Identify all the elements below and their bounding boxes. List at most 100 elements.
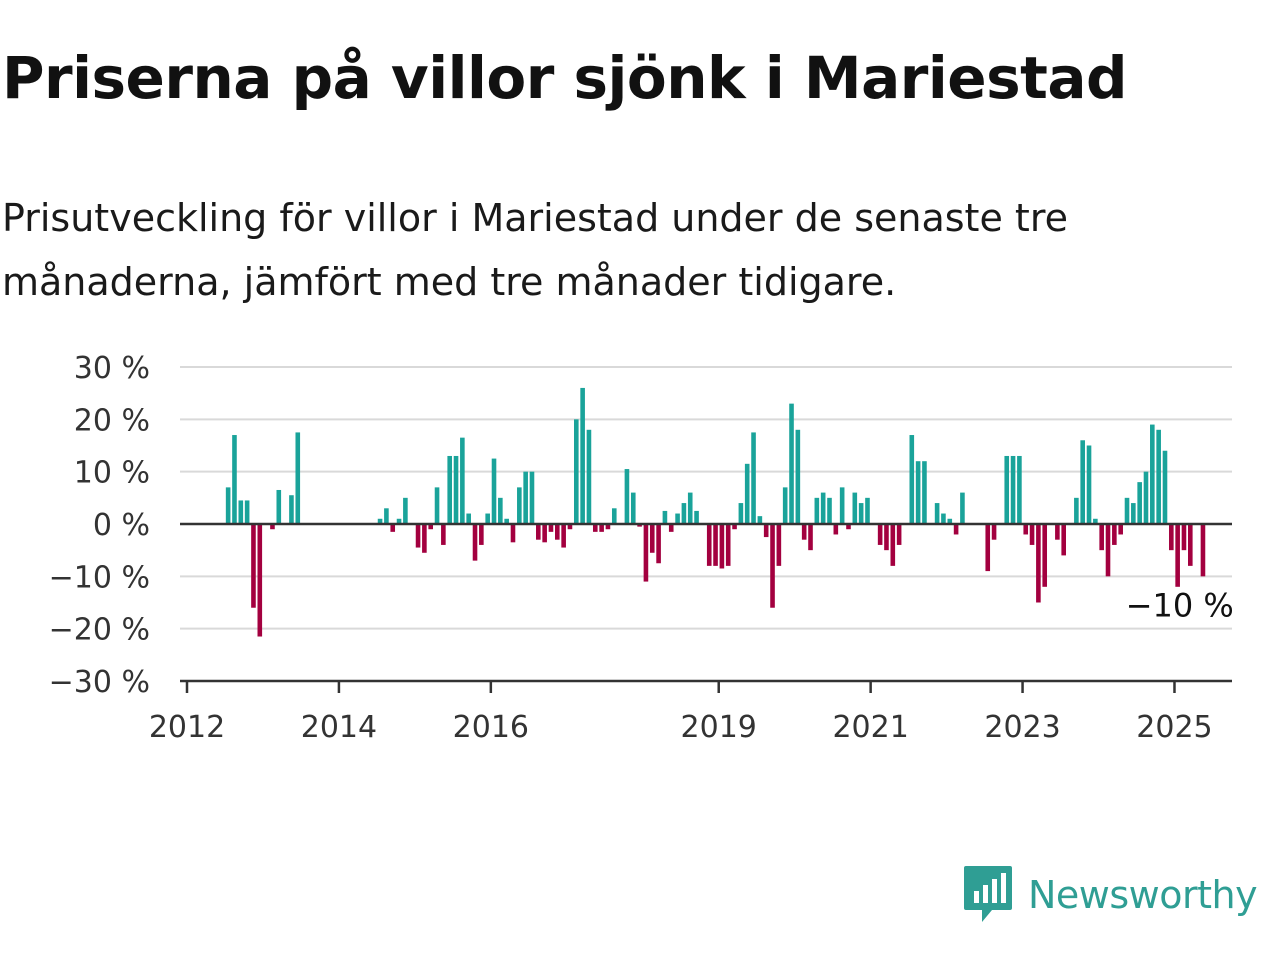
bar <box>1099 524 1104 551</box>
bar <box>1124 497 1130 524</box>
bar <box>599 524 604 532</box>
bar <box>548 524 554 532</box>
bar <box>1175 524 1180 587</box>
bar <box>1010 455 1016 524</box>
tick-labels: 30 % 20 % 10 % 0 % −10 % −20 % −30 % 2012 2014 20… <box>49 351 1234 745</box>
bar <box>1017 455 1022 524</box>
bar <box>466 513 471 524</box>
bar <box>510 524 516 543</box>
bar-chart: 30 % 20 % 10 % 0 % −10 % −20 % −30 % 2012 2014 20… <box>49 351 1234 745</box>
bar <box>498 497 503 524</box>
bar <box>694 510 699 524</box>
bar <box>681 503 687 524</box>
bar <box>225 487 231 524</box>
bar <box>668 524 674 532</box>
bar <box>782 487 788 524</box>
bar <box>561 524 566 548</box>
bar <box>656 524 661 564</box>
bar <box>820 492 826 524</box>
x-tick-label: 2014 <box>301 710 377 745</box>
bar <box>517 487 522 524</box>
bar <box>428 524 433 530</box>
bar <box>795 429 801 524</box>
bar <box>732 524 737 530</box>
bar <box>611 508 617 524</box>
bar <box>985 524 991 572</box>
y-tick-label: −20 % <box>49 613 150 648</box>
bar <box>687 492 693 524</box>
y-tick-label: 20 % <box>74 403 150 438</box>
bar <box>624 469 630 524</box>
bar <box>460 437 465 524</box>
bar <box>1143 471 1149 524</box>
bar <box>1074 497 1079 524</box>
y-tick-label: 10 % <box>74 456 150 491</box>
bar <box>396 518 402 524</box>
bar <box>744 463 750 524</box>
bar <box>858 503 864 524</box>
bar <box>574 419 579 524</box>
last-value-annotation: −10 % <box>1126 586 1234 624</box>
bar <box>251 524 256 608</box>
bar <box>1169 524 1174 551</box>
bar <box>1023 524 1029 535</box>
bar <box>1188 524 1193 566</box>
bar <box>238 500 244 524</box>
bar <box>643 524 649 582</box>
bar <box>555 524 560 540</box>
bar <box>276 489 282 524</box>
bar <box>757 516 763 524</box>
bar <box>447 455 452 524</box>
bar <box>725 524 731 566</box>
bar <box>441 524 446 545</box>
x-tick-label: 2012 <box>149 710 225 745</box>
bar <box>675 513 680 524</box>
bar <box>649 524 655 553</box>
bar <box>422 524 427 553</box>
bar <box>472 524 478 561</box>
bar <box>1162 450 1168 524</box>
bar-chart-speech-bubble-icon <box>964 866 1012 922</box>
x-tick-label: 2025 <box>1136 710 1212 745</box>
bar <box>1042 524 1048 587</box>
bar <box>991 524 997 540</box>
bar <box>630 492 636 524</box>
bar <box>289 495 294 524</box>
bar <box>1029 524 1035 545</box>
bar <box>877 524 883 545</box>
bar <box>244 500 250 524</box>
bar <box>529 471 535 524</box>
bar <box>605 524 611 530</box>
bar <box>738 503 744 524</box>
bar <box>485 513 490 524</box>
bar <box>542 524 547 543</box>
bar <box>922 461 927 524</box>
y-tick-label: −10 % <box>49 560 150 595</box>
bar <box>1181 524 1187 551</box>
bar <box>941 513 946 524</box>
bar <box>504 518 509 524</box>
y-tick-label: −30 % <box>49 665 150 700</box>
brand-name: Newsworthy <box>1028 873 1258 917</box>
bar <box>390 524 396 532</box>
bar <box>1055 524 1060 540</box>
bar <box>1004 455 1010 524</box>
bar <box>270 524 275 530</box>
bar <box>295 432 301 524</box>
bar <box>934 503 940 524</box>
x-tick-label: 2023 <box>984 710 1060 745</box>
bar <box>713 524 718 566</box>
bar <box>453 455 459 524</box>
bar <box>523 471 528 524</box>
bar <box>384 508 389 524</box>
y-tick-label: 0 % <box>93 508 150 543</box>
y-tick-label: 30 % <box>74 351 150 386</box>
bar <box>491 458 497 524</box>
bars <box>225 387 1206 637</box>
bar <box>1118 524 1123 535</box>
bar <box>257 524 263 637</box>
bar <box>479 524 484 545</box>
bar <box>580 387 585 524</box>
bar <box>1093 518 1098 524</box>
bar <box>567 524 573 530</box>
